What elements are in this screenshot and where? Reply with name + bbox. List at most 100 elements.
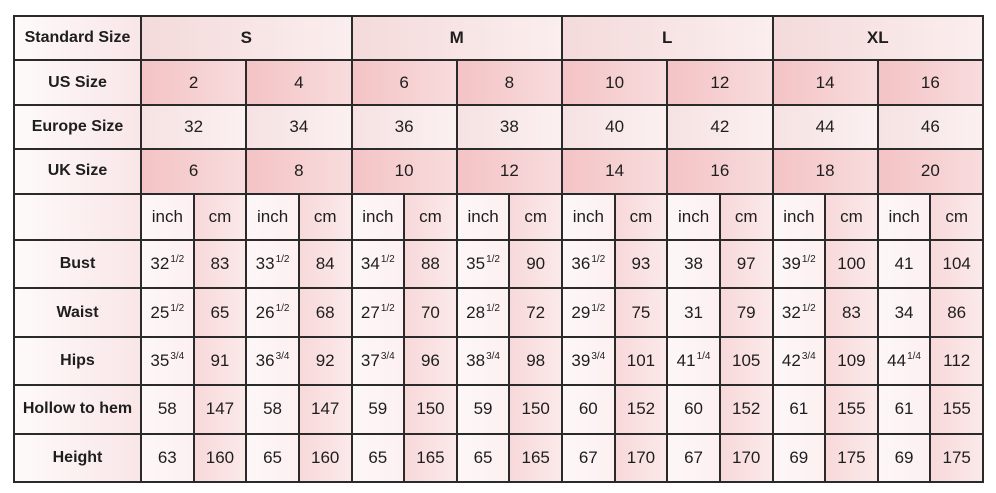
us-size-cell: 12 xyxy=(666,59,774,106)
inch-value-cell: 411/4 xyxy=(666,335,721,387)
cm-value-cell: 152 xyxy=(613,384,669,435)
inch-value-cell: 34 xyxy=(876,287,932,338)
inch-value: 41 xyxy=(676,350,696,370)
inch-fraction: 1/2 xyxy=(275,302,290,314)
cm-value-cell: 112 xyxy=(929,335,984,387)
cm-value-cell: 104 xyxy=(929,238,984,290)
inch-value: 37 xyxy=(360,350,380,370)
cm-value-cell: 170 xyxy=(613,432,669,484)
measurement-row: Height 63 160 65 160 65 165 65 165 67 170 67 170 69 17… xyxy=(13,432,984,484)
cm-value-cell: 90 xyxy=(508,238,563,290)
inch-value: 58 xyxy=(157,399,177,419)
inch-value: 26 xyxy=(255,302,275,322)
inch-value-cell: 423/4 xyxy=(771,335,827,387)
cm-value-cell: 105 xyxy=(718,335,774,387)
inch-value-cell: 373/4 xyxy=(350,335,406,387)
cm-value-cell: 101 xyxy=(613,335,669,387)
inch-fraction: 1/2 xyxy=(170,302,185,314)
cm-value-cell: 155 xyxy=(929,384,984,435)
inch-value-cell: 31 xyxy=(666,287,721,338)
uk-size-cell: 18 xyxy=(771,148,879,195)
cm-value-cell: 147 xyxy=(192,384,248,435)
row-label: Hollow to hem xyxy=(13,384,142,435)
inch-value-cell: 393/4 xyxy=(561,335,616,387)
inch-value: 41 xyxy=(894,254,914,274)
inch-fraction: 1/2 xyxy=(486,254,500,266)
inch-value-cell: 65 xyxy=(350,432,406,484)
cm-value-cell: 72 xyxy=(508,287,563,338)
inch-fraction: 1/4 xyxy=(696,350,711,362)
cm-value-cell: 70 xyxy=(403,287,458,338)
inch-value-cell: 65 xyxy=(455,432,511,484)
inch-value-cell: 59 xyxy=(350,384,406,435)
inch-value: 36 xyxy=(255,350,275,370)
inch-value: 67 xyxy=(684,447,704,467)
inch-value: 31 xyxy=(684,302,704,322)
cm-value-cell: 88 xyxy=(403,238,458,290)
row-label: Bust xyxy=(13,238,142,290)
unit-header-inch: inch xyxy=(561,192,616,241)
us-size-cell: 4 xyxy=(245,59,353,106)
unit-header-inch: inch xyxy=(140,192,195,241)
cm-value-cell: 155 xyxy=(824,384,879,435)
inch-value: 65 xyxy=(368,447,388,467)
row-label: Europe Size xyxy=(13,103,142,151)
inch-value: 29 xyxy=(571,302,591,322)
inch-value: 67 xyxy=(578,447,598,467)
inch-value-cell: 391/2 xyxy=(771,238,827,290)
cm-value-cell: 150 xyxy=(508,384,563,435)
uk-size-cell: 10 xyxy=(350,148,458,195)
inch-fraction: 3/4 xyxy=(380,350,395,362)
inch-value: 69 xyxy=(789,447,809,467)
cm-value-cell: 91 xyxy=(192,335,248,387)
measurement-row: Hips 353/4 91 363/4 92 373/4 96 383/4 98 393/4 101… xyxy=(13,335,984,387)
cm-value-cell: 175 xyxy=(824,432,879,484)
unit-header-inch: inch xyxy=(455,192,511,241)
cm-value-cell: 175 xyxy=(929,432,984,484)
europe-size-cell: 46 xyxy=(876,103,985,151)
inch-fraction: 1/2 xyxy=(380,302,395,314)
cm-value-cell: 65 xyxy=(192,287,248,338)
inch-value: 59 xyxy=(473,399,493,419)
row-label: Height xyxy=(13,432,142,484)
standard-size-cell: L xyxy=(561,14,774,62)
inch-value: 44 xyxy=(887,350,907,370)
cm-value-cell: 68 xyxy=(297,287,353,338)
inch-fraction: 1/2 xyxy=(170,254,185,266)
inch-value: 61 xyxy=(789,399,809,419)
inch-value: 60 xyxy=(684,399,704,419)
standard-size-cell: XL xyxy=(771,14,984,62)
cm-value-cell: 79 xyxy=(718,287,774,338)
cm-value-cell: 83 xyxy=(192,238,248,290)
unit-row: inch cm inch cm inch cm inch cm inch cm inch cm inch… xyxy=(13,192,984,241)
inch-value-cell: 65 xyxy=(245,432,300,484)
inch-value: 39 xyxy=(781,254,801,274)
inch-value: 38 xyxy=(684,254,704,274)
inch-value-cell: 69 xyxy=(876,432,932,484)
europe-size-cell: 40 xyxy=(560,103,669,151)
europe-size-cell: 36 xyxy=(350,103,458,151)
size-chart-table: Standard Size S M L XL US Size 2 4 6 8 10 12 14 16 Eur… xyxy=(13,14,985,484)
standard-size-cell: S xyxy=(140,14,353,62)
europe-size-cell: 32 xyxy=(139,103,248,151)
cm-value-cell: 98 xyxy=(508,335,563,387)
inch-value: 39 xyxy=(571,350,591,370)
uk-size-cell: 14 xyxy=(560,148,669,195)
inch-fraction: 3/4 xyxy=(486,350,500,362)
row-label: US Size xyxy=(13,59,142,106)
cm-value-cell: 147 xyxy=(297,384,353,435)
unit-header-cm: cm xyxy=(297,192,353,241)
inch-value-cell: 251/2 xyxy=(140,287,195,338)
inch-value-cell: 341/2 xyxy=(350,238,406,290)
cm-value-cell: 84 xyxy=(297,238,353,290)
us-size-cell: 2 xyxy=(139,59,248,106)
cm-value-cell: 83 xyxy=(824,287,879,338)
measurement-row: Waist 251/2 65 261/2 68 271/2 70 281/2 72 291/2 75… xyxy=(13,287,984,338)
inch-value-cell: 61 xyxy=(771,384,827,435)
inch-value: 38 xyxy=(466,350,486,370)
inch-value: 42 xyxy=(781,350,801,370)
inch-value: 27 xyxy=(360,302,380,322)
us-size-cell: 10 xyxy=(560,59,669,106)
inch-fraction: 1/2 xyxy=(380,254,395,266)
unit-header-cm: cm xyxy=(718,192,774,241)
